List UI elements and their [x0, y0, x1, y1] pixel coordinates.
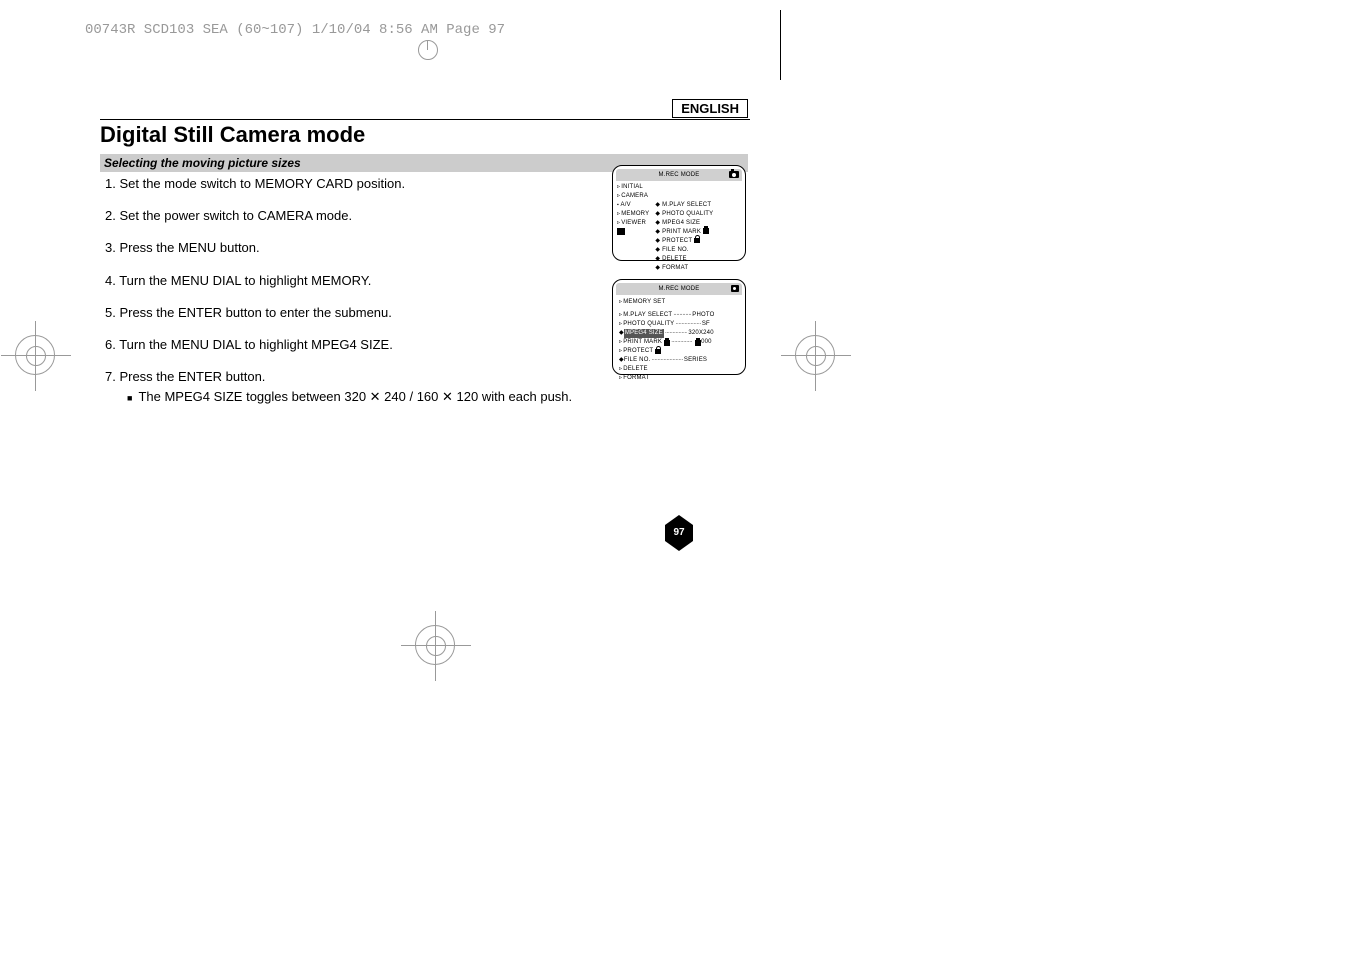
camera-icon	[729, 171, 739, 178]
language-badge: ENGLISH	[672, 99, 748, 118]
instruction-step: 4. Turn the MENU DIAL to highlight MEMOR…	[105, 272, 572, 290]
menu-line: DELETE	[619, 365, 739, 374]
menu-item: PHOTO QUALITY	[655, 210, 713, 219]
menu-item: INITIAL	[617, 183, 649, 192]
file-info-header: 00743R SCD103 SEA (60~107) 1/10/04 8:56 …	[85, 22, 505, 38]
vertical-rule	[780, 10, 781, 80]
menu-item: DELETE	[655, 255, 713, 264]
menu-item	[655, 183, 713, 192]
menu-item: MEMORY	[617, 210, 649, 219]
menu-item: PRINT MARK	[655, 228, 713, 237]
menu-item: CAMERA	[617, 192, 649, 201]
instruction-step: 3. Press the MENU button.	[105, 239, 572, 257]
menu-item	[655, 192, 713, 201]
instruction-step: 2. Set the power switch to CAMERA mode.	[105, 207, 572, 225]
menu-item: VIEWER	[617, 219, 649, 228]
menu-line: ◆MPEG4 SIZE···············320X240	[619, 329, 739, 338]
selected-icon	[617, 228, 625, 235]
menu-item: M.PLAY SELECT	[655, 201, 713, 210]
lock-icon	[655, 349, 661, 354]
menu-item: ▪ A/V	[617, 201, 649, 210]
menu-line: FORMAT	[619, 374, 739, 383]
print-icon	[664, 340, 670, 346]
print-icon	[695, 340, 701, 346]
lock-icon	[694, 238, 700, 243]
menu-item	[617, 228, 649, 237]
menu-item: FORMAT	[655, 264, 713, 273]
registration-mark-icon	[795, 335, 835, 375]
screen-header: M.REC MODE	[616, 169, 742, 181]
horizontal-rule	[100, 119, 750, 120]
registration-mark-icon	[415, 625, 455, 665]
menu-line: M.PLAY SELECT ············PHOTO	[619, 311, 739, 320]
instruction-step: 7. Press the ENTER button. The MPEG4 SIZ…	[105, 368, 572, 406]
menu-line: PROTECT	[619, 347, 739, 356]
instruction-sub-bullet: The MPEG4 SIZE toggles between 320 ✕ 240…	[105, 388, 572, 406]
lcd-screen-2: M.REC MODE MEMORY SET M.PLAY SELECT ····…	[612, 279, 746, 375]
menu-item: FILE NO.	[655, 246, 713, 255]
menu-item: PROTECT	[655, 237, 713, 246]
instructions-list: 1. Set the mode switch to MEMORY CARD po…	[105, 175, 572, 421]
lcd-screen-1: M.REC MODE INITIAL CAMERA ▪ A/V MEMORY V…	[612, 165, 746, 261]
print-icon	[703, 228, 709, 234]
crop-mark-icon	[418, 40, 438, 60]
menu-line: ◆FILE NO. ·····················SERIES	[619, 356, 739, 365]
sub-menu-column: M.PLAY SELECT PHOTO QUALITY MPEG4 SIZE P…	[655, 183, 713, 273]
highlighted-item: MPEG4 SIZE	[624, 329, 664, 338]
memory-card-icon	[731, 285, 739, 292]
page-title: Digital Still Camera mode	[100, 122, 365, 148]
menu-line: PRINT MARK ··············000	[619, 338, 739, 347]
registration-mark-icon	[15, 335, 55, 375]
menu-line: PHOTO QUALITY················· SF	[619, 320, 739, 329]
instruction-step: 6. Turn the MENU DIAL to highlight MPEG4…	[105, 336, 572, 354]
submenu-title: MEMORY SET	[619, 298, 739, 307]
instruction-step: 5. Press the ENTER button to enter the s…	[105, 304, 572, 322]
main-menu-column: INITIAL CAMERA ▪ A/V MEMORY VIEWER	[617, 183, 649, 273]
screen-header: M.REC MODE	[616, 283, 742, 295]
instruction-step: 1. Set the mode switch to MEMORY CARD po…	[105, 175, 572, 193]
